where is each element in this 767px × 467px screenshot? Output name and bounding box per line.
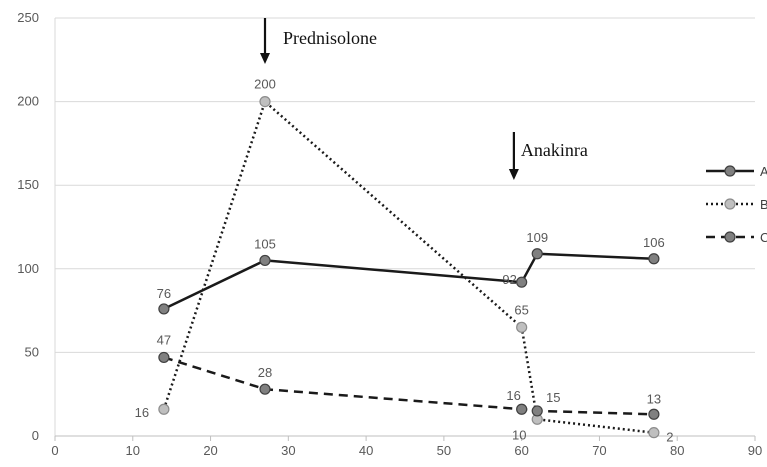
series-line-A [163, 252, 654, 311]
marker-C-0 [158, 351, 170, 364]
legend-label-C: C [760, 230, 767, 245]
x-tick-label: 80 [670, 443, 684, 458]
x-tick-label: 30 [281, 443, 295, 458]
data-label-B-4: 2 [666, 430, 673, 445]
marker-A-3 [531, 248, 543, 260]
data-label-A-0: 76 [157, 286, 171, 301]
x-tick-label: 50 [437, 443, 451, 458]
data-label-C-1: 28 [258, 365, 272, 380]
data-label-B-0: 16 [135, 405, 149, 420]
y-tick-label: 0 [32, 428, 39, 443]
y-tick-label: 50 [25, 344, 39, 359]
legend-marker-A [724, 165, 736, 177]
x-tick-label: 10 [126, 443, 140, 458]
data-label-C-4: 13 [647, 391, 661, 406]
series-markers [158, 95, 660, 439]
marker-B-0 [158, 403, 170, 415]
legend-label-A: A [760, 164, 767, 179]
legend-label-B: B [760, 197, 767, 212]
annotation-arrow-head [260, 53, 270, 64]
annotation-arrow-head [508, 169, 519, 180]
grid-lines [55, 17, 755, 353]
x-tick-label: 60 [514, 443, 528, 458]
x-tick-label: 70 [592, 443, 606, 458]
marker-C-3 [531, 405, 543, 417]
marker-B-1 [259, 95, 271, 108]
x-tick-label: 90 [748, 443, 762, 458]
legend-marker-C [724, 231, 736, 243]
marker-B-2 [516, 321, 528, 333]
marker-B-4 [648, 427, 660, 439]
annotation-label: Prednisolone [283, 28, 377, 48]
data-label-B-2: 65 [514, 302, 528, 317]
data-label-B-1: 200 [254, 77, 276, 92]
data-label-C-2: 16 [506, 388, 520, 403]
annotation-label: Anakinra [521, 140, 588, 160]
marker-C-1 [259, 383, 271, 395]
y-tick-label: 200 [17, 94, 39, 109]
marker-C-4 [648, 408, 660, 420]
y-tick-label: 150 [17, 177, 39, 192]
y-tick-label: 100 [17, 261, 39, 276]
marker-A-4 [648, 253, 660, 265]
data-label-B-3: 10 [512, 427, 526, 442]
axes: 0 50 100 150 200 250 0 10 20 30 40 50 60 70 80 90 [17, 10, 762, 458]
data-labels: 76 105 92 109 106 16 200 65 10 2 47 28 16 15 13 [135, 77, 674, 445]
x-tick-label: 20 [203, 443, 217, 458]
data-label-C-0: 47 [157, 332, 171, 347]
data-label-A-2: 92 [502, 272, 516, 287]
x-tick-label: 0 [51, 443, 58, 458]
marker-A-1 [259, 254, 271, 267]
marker-A-0 [158, 303, 170, 315]
series-line-C [163, 356, 654, 416]
x-tick-label: 40 [359, 443, 373, 458]
data-label-C-3: 15 [546, 390, 560, 405]
annotations: Prednisolone Anakinra [260, 18, 588, 180]
data-label-A-1: 105 [254, 236, 276, 251]
data-label-A-4: 106 [643, 235, 665, 250]
marker-C-2 [516, 403, 528, 415]
marker-A-2 [516, 276, 528, 288]
y-tick-label: 250 [17, 10, 39, 25]
legend-marker-B [724, 198, 736, 210]
data-label-A-3: 109 [526, 230, 548, 245]
legend: A B C [706, 164, 767, 245]
